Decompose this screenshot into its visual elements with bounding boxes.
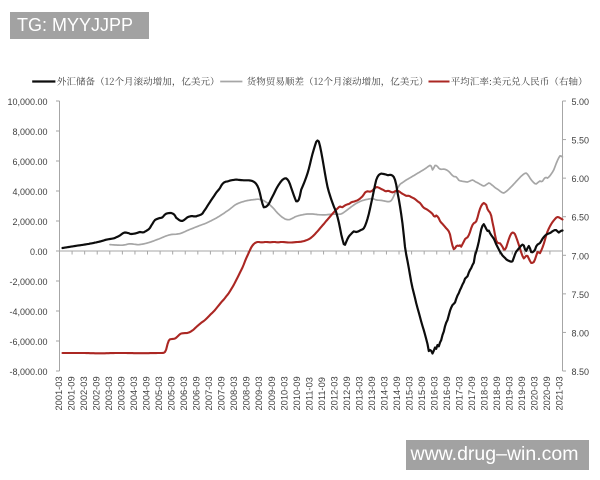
- svg-text:2015-09: 2015-09: [417, 376, 427, 410]
- svg-text:2014-09: 2014-09: [392, 376, 402, 410]
- svg-text:8.50: 8.50: [572, 367, 590, 377]
- svg-text:10,000.00: 10,000.00: [7, 97, 47, 107]
- svg-text:6.00: 6.00: [572, 174, 590, 184]
- svg-text:2019-09: 2019-09: [517, 376, 527, 410]
- svg-text:-8,000.00: -8,000.00: [9, 367, 47, 377]
- svg-text:2002-03: 2002-03: [79, 376, 89, 410]
- svg-text:8,000.00: 8,000.00: [12, 127, 47, 137]
- svg-text:2017-09: 2017-09: [467, 376, 477, 410]
- svg-text:2019-03: 2019-03: [505, 376, 515, 410]
- svg-text:-6,000.00: -6,000.00: [9, 337, 47, 347]
- svg-text:4,000.00: 4,000.00: [12, 187, 47, 197]
- svg-text:2013-03: 2013-03: [354, 376, 364, 410]
- svg-text:2016-09: 2016-09: [442, 376, 452, 410]
- svg-text:2009-03: 2009-03: [254, 376, 264, 410]
- svg-text:2013-09: 2013-09: [367, 376, 377, 410]
- svg-text:2018-09: 2018-09: [492, 376, 502, 410]
- svg-text:2011-09: 2011-09: [317, 377, 327, 410]
- svg-text:2006-03: 2006-03: [179, 376, 189, 410]
- svg-text:2011-03: 2011-03: [304, 377, 314, 410]
- svg-text:2002-09: 2002-09: [92, 376, 102, 410]
- svg-text:2004-03: 2004-03: [129, 376, 139, 410]
- svg-text:2020-03: 2020-03: [530, 376, 540, 410]
- svg-text:2003-09: 2003-09: [117, 376, 127, 410]
- svg-text:-4,000.00: -4,000.00: [9, 307, 47, 317]
- svg-text:2001-09: 2001-09: [67, 376, 77, 410]
- svg-text:7.00: 7.00: [572, 251, 590, 261]
- svg-text:8.00: 8.00: [572, 328, 590, 338]
- svg-text:2001-03: 2001-03: [54, 376, 64, 410]
- svg-text:2,000.00: 2,000.00: [12, 217, 47, 227]
- svg-text:2005-03: 2005-03: [154, 376, 164, 410]
- svg-text:6,000.00: 6,000.00: [12, 157, 47, 167]
- svg-text:2003-03: 2003-03: [104, 376, 114, 410]
- svg-text:2021-03: 2021-03: [555, 376, 565, 410]
- svg-text:2008-09: 2008-09: [242, 376, 252, 410]
- svg-text:2015-03: 2015-03: [404, 376, 414, 410]
- svg-text:2010-09: 2010-09: [292, 376, 302, 410]
- svg-text:5.50: 5.50: [572, 136, 590, 146]
- svg-text:2012-09: 2012-09: [342, 376, 352, 410]
- svg-text:2017-03: 2017-03: [454, 376, 464, 410]
- svg-text:0.00: 0.00: [30, 247, 48, 257]
- svg-text:2007-09: 2007-09: [217, 376, 227, 410]
- svg-text:2009-09: 2009-09: [267, 376, 277, 410]
- svg-text:2006-09: 2006-09: [192, 376, 202, 410]
- svg-text:2014-03: 2014-03: [379, 376, 389, 410]
- svg-text:-2,000.00: -2,000.00: [9, 277, 47, 287]
- svg-text:5.00: 5.00: [572, 97, 590, 107]
- svg-text:2016-03: 2016-03: [429, 376, 439, 410]
- svg-text:2008-03: 2008-03: [229, 376, 239, 410]
- svg-text:7.50: 7.50: [572, 290, 590, 300]
- svg-text:2007-03: 2007-03: [204, 376, 214, 410]
- svg-text:2005-09: 2005-09: [167, 376, 177, 410]
- svg-text:2012-03: 2012-03: [329, 376, 339, 410]
- svg-text:2004-09: 2004-09: [142, 376, 152, 410]
- svg-text:2010-03: 2010-03: [279, 376, 289, 410]
- svg-text:2020-09: 2020-09: [542, 376, 552, 410]
- svg-text:6.50: 6.50: [572, 213, 590, 223]
- svg-text:2018-03: 2018-03: [480, 376, 490, 410]
